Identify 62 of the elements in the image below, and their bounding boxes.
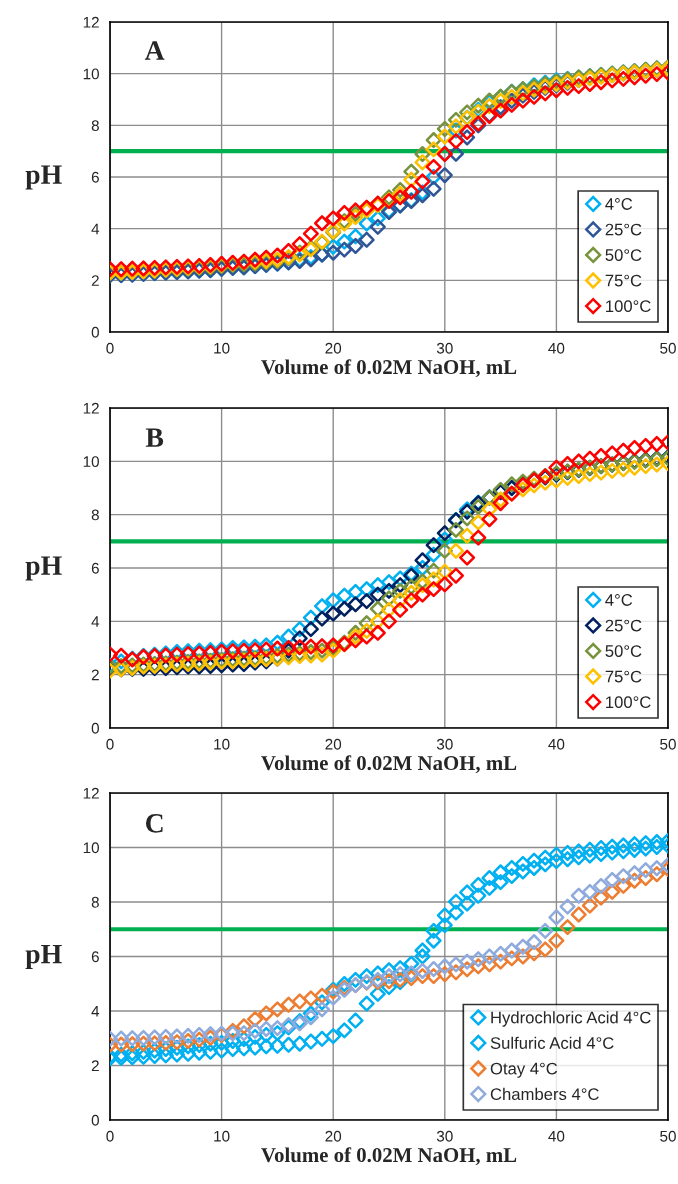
x-tick-label: 40 <box>548 1130 565 1142</box>
x-tick-label: 40 <box>548 738 565 750</box>
y-tick-label: 8 <box>91 896 99 908</box>
text: C <box>145 813 163 833</box>
x-tick-label: 30 <box>436 738 453 750</box>
x-tick-label: 10 <box>214 342 230 354</box>
legend-label: 50°C <box>605 645 642 657</box>
y-tick-label: 12 <box>83 16 99 28</box>
legend-label: 100°C <box>606 300 651 313</box>
legend-label: 100°C <box>606 696 651 709</box>
y-tick-label: 6 <box>91 562 99 574</box>
y-tick-label: 0 <box>91 1114 99 1126</box>
x-tick-label: 30 <box>436 1130 453 1142</box>
x-tick-label: 50 <box>660 738 676 750</box>
y-tick-label: 10 <box>83 68 99 80</box>
x-axis-title: Volume of 0.02M NaOH, mL <box>261 755 517 774</box>
x-tick-label: 50 <box>660 342 676 354</box>
y-tick-label: 6 <box>91 951 99 963</box>
x-tick-label: 20 <box>325 1130 342 1142</box>
x-tick-label: 0 <box>106 1130 114 1142</box>
y-tick-label: 12 <box>83 402 99 414</box>
y-tick-label: 2 <box>91 669 99 681</box>
legend-label: Chambers 4°C <box>490 1087 599 1101</box>
legend-label: Otay 4°C <box>490 1062 558 1078</box>
x-tick-label: 20 <box>325 738 342 750</box>
y-tick-label: 0 <box>91 326 99 338</box>
y-axis-title: pH <box>25 944 62 970</box>
legend-label: 50°C <box>605 249 642 261</box>
x-tick-label: 10 <box>214 738 230 750</box>
y-tick-label: 4 <box>91 1006 100 1017</box>
legend-label: 4°C <box>605 198 633 210</box>
y-tick-label: 4 <box>91 223 100 235</box>
y-tick-label: 8 <box>91 120 99 132</box>
legend-label: 25°C <box>605 223 642 236</box>
x-tick-label: 20 <box>325 342 342 354</box>
x-tick-label: 10 <box>214 1130 230 1142</box>
legend-label: 75°C <box>605 274 642 287</box>
y-tick-label: 10 <box>83 842 99 854</box>
x-tick-label: 0 <box>106 738 114 750</box>
y-axis-title: pH <box>25 556 62 581</box>
legend-label: 75°C <box>605 670 642 683</box>
x-tick-label: 40 <box>548 342 565 354</box>
x-axis-title: Volume of 0.02M NaOH, mL <box>261 1147 517 1166</box>
y-tick-label: 10 <box>83 456 99 468</box>
y-tick-label: 4 <box>91 616 100 627</box>
x-tick-label: 30 <box>436 342 453 354</box>
text: A <box>144 41 165 60</box>
y-tick-label: 2 <box>91 275 99 286</box>
x-axis-title: Volume of 0.02M NaOH, mL <box>261 359 517 378</box>
y-axis-title: pH <box>25 165 62 190</box>
y-tick-label: 6 <box>91 171 99 183</box>
legend-label: Sulfuric Acid 4°C <box>490 1036 614 1049</box>
y-tick-label: 2 <box>91 1060 99 1072</box>
y-tick-label: 12 <box>83 787 99 799</box>
y-tick-label: 0 <box>91 722 99 734</box>
x-tick-label: 0 <box>106 342 114 354</box>
legend-label: 4°C <box>605 594 633 606</box>
text: B <box>145 428 164 447</box>
legend-label: 25°C <box>605 619 642 632</box>
x-tick-label: 50 <box>660 1130 676 1142</box>
y-tick-label: 8 <box>91 509 99 521</box>
legend-label: Hydrochloric Acid 4°C <box>491 1011 651 1027</box>
